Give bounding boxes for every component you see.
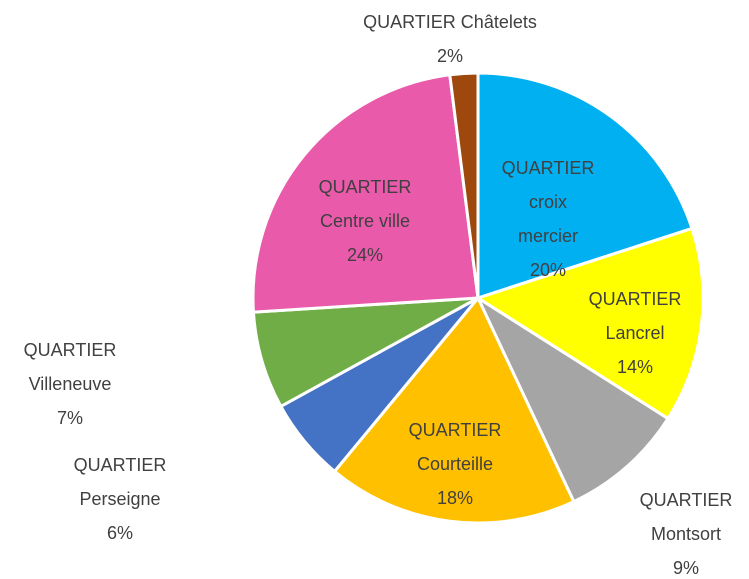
category-label: QUARTIER Lancrel: [588, 289, 682, 343]
slice-label: QUARTIER Courteille 18%: [400, 413, 510, 515]
slice-label: QUARTIER Châtelets 2%: [300, 5, 600, 73]
pie-slice: [474, 226, 705, 421]
slice-label: QUARTIER croix mercier 20%: [498, 151, 598, 287]
category-label: QUARTIER Châtelets: [363, 12, 537, 32]
category-label: QUARTIER Centre ville: [318, 177, 412, 231]
category-label: QUARTIER Perseigne: [73, 455, 167, 509]
slice-label: QUARTIER Perseigne 6%: [65, 448, 175, 550]
pie-slice: [332, 295, 576, 525]
pie-slice: [251, 73, 480, 314]
slice-label: QUARTIER Centre ville 24%: [300, 170, 430, 272]
pie-slice: [474, 293, 671, 504]
category-label: QUARTIER Villeneuve: [23, 340, 117, 394]
slice-label: QUARTIER Montsort 9%: [631, 483, 741, 579]
value-label: 9%: [672, 558, 699, 578]
category-label: QUARTIER Montsort: [639, 490, 733, 544]
value-label: 14%: [616, 357, 654, 377]
value-label: 7%: [56, 408, 83, 428]
slice-label: QUARTIER Villeneuve 7%: [15, 333, 125, 435]
value-label: 18%: [436, 488, 474, 508]
slice-label: QUARTIER Lancrel 14%: [580, 282, 690, 384]
pie-slice: [476, 71, 694, 301]
value-label: 24%: [346, 245, 384, 265]
value-label: 20%: [529, 260, 567, 280]
value-label: 6%: [106, 523, 133, 543]
pie-slice: [448, 71, 480, 299]
category-label: QUARTIER croix mercier: [501, 158, 595, 246]
category-label: QUARTIER Courteille: [408, 420, 502, 474]
value-label: 2%: [436, 46, 463, 66]
